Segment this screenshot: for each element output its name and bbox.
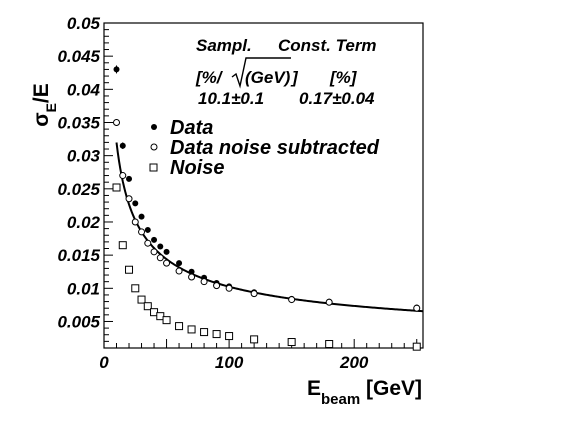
y-tick-label: 0.045 bbox=[57, 47, 100, 66]
x-axis-title-unit: [GeV] bbox=[360, 377, 422, 400]
data-markers bbox=[112, 65, 421, 351]
data-point bbox=[176, 260, 183, 267]
legend-marker-noise-subtracted bbox=[150, 143, 158, 151]
x-axis-ticks: 0 100 200 bbox=[99, 339, 418, 372]
noise-point bbox=[175, 322, 184, 331]
data-point bbox=[138, 213, 145, 220]
legend-marker-data bbox=[151, 124, 157, 130]
y-axis-ticks: 0.005 0.01 0.015 0.02 0.025 0.03 0.035 0.04 0.04… bbox=[57, 14, 113, 342]
noise-point bbox=[187, 325, 196, 334]
noise-point bbox=[162, 316, 171, 325]
legend: Data Data noise subtracted Noise bbox=[149, 117, 380, 179]
data-point bbox=[163, 248, 170, 255]
noise-point bbox=[118, 241, 127, 250]
annotation-col1-header: Sampl. bbox=[196, 36, 252, 55]
noise-subtracted-point bbox=[288, 296, 296, 304]
sqrt-sign bbox=[231, 57, 291, 89]
legend-label-noise: Noise bbox=[170, 157, 224, 179]
noise-point bbox=[125, 265, 134, 274]
noise-subtracted-point bbox=[113, 118, 121, 126]
noise-point bbox=[112, 183, 121, 192]
noise-subtracted-point bbox=[225, 284, 233, 292]
noise-point bbox=[137, 295, 146, 304]
annotation-col1-value: 10.1±0.1 bbox=[198, 89, 264, 108]
y-tick-label: 0.03 bbox=[67, 147, 101, 166]
fit-annotation: Sampl. Const. Term [%/ (GeV) ] [%] 10.1±… bbox=[195, 36, 377, 108]
noise-point bbox=[325, 340, 334, 349]
fit-curve bbox=[115, 142, 424, 313]
noise-point bbox=[131, 284, 140, 293]
noise-subtracted-point bbox=[200, 278, 208, 286]
data-point bbox=[119, 142, 126, 149]
data-point bbox=[157, 243, 164, 250]
annotation-col1-unit-prefix: [%/ bbox=[195, 68, 224, 87]
data-point bbox=[113, 66, 120, 73]
x-tick-label: 100 bbox=[215, 353, 244, 372]
noise-subtracted-point bbox=[138, 228, 146, 236]
y-tick-label: 0.025 bbox=[57, 180, 100, 199]
noise-subtracted-point bbox=[125, 195, 133, 203]
annotation-col2-unit: [%] bbox=[329, 68, 358, 87]
annotation-col1-unit-radicand: (GeV) bbox=[245, 68, 291, 87]
data-point bbox=[132, 200, 139, 207]
y-tick-label: 0.02 bbox=[67, 213, 101, 232]
noise-subtracted-point bbox=[119, 172, 127, 180]
x-tick-label: 200 bbox=[339, 353, 369, 372]
y-axis-title-sub: E bbox=[43, 103, 59, 112]
y-axis-title-tail: /E bbox=[30, 83, 53, 103]
x-axis-title-sub: beam bbox=[321, 391, 360, 408]
noise-subtracted-point bbox=[250, 290, 258, 298]
legend-label-data: Data bbox=[170, 117, 213, 139]
noise-subtracted-point bbox=[175, 267, 183, 275]
y-tick-label: 0.005 bbox=[57, 312, 100, 331]
data-point bbox=[126, 175, 133, 182]
noise-point bbox=[287, 338, 296, 347]
noise-subtracted-point bbox=[163, 259, 171, 267]
noise-subtracted-point bbox=[156, 254, 164, 262]
data-point bbox=[188, 268, 195, 275]
noise-subtracted-point bbox=[325, 298, 333, 306]
annotation-col2-value: 0.17±0.04 bbox=[299, 89, 375, 108]
noise-point bbox=[143, 302, 152, 311]
y-tick-label: 0.035 bbox=[57, 113, 100, 132]
noise-subtracted-point bbox=[188, 273, 196, 281]
legend-marker-noise bbox=[149, 163, 158, 172]
noise-point bbox=[200, 328, 209, 337]
legend-label-noise-subtracted: Data noise subtracted bbox=[170, 137, 380, 159]
plot-frame bbox=[103, 22, 424, 349]
noise-subtracted-point bbox=[144, 239, 152, 247]
noise-subtracted-point bbox=[131, 218, 139, 226]
y-tick-label: 0.05 bbox=[67, 14, 101, 33]
noise-point bbox=[225, 332, 234, 341]
y-tick-label: 0.015 bbox=[57, 246, 100, 265]
noise-point bbox=[212, 330, 221, 339]
noise-subtracted-point bbox=[213, 282, 221, 290]
noise-point bbox=[250, 335, 259, 344]
annotation-col1-unit-suffix: ] bbox=[290, 68, 299, 87]
y-axis-title-sigma: σ bbox=[30, 112, 53, 126]
y-axis-title: σE/E bbox=[30, 83, 59, 127]
x-tick-label: 0 bbox=[99, 353, 109, 372]
x-axis-title: Ebeam [GeV] bbox=[307, 377, 422, 408]
annotation-col2-header: Const. Term bbox=[278, 36, 377, 55]
noise-point bbox=[412, 342, 421, 351]
data-point bbox=[151, 236, 158, 243]
data-point bbox=[144, 226, 151, 233]
x-axis-title-main: E bbox=[307, 377, 321, 400]
y-tick-label: 0.04 bbox=[67, 80, 101, 99]
y-tick-label: 0.01 bbox=[67, 279, 100, 298]
noise-subtracted-point bbox=[413, 304, 421, 312]
noise-subtracted-point bbox=[150, 248, 158, 256]
